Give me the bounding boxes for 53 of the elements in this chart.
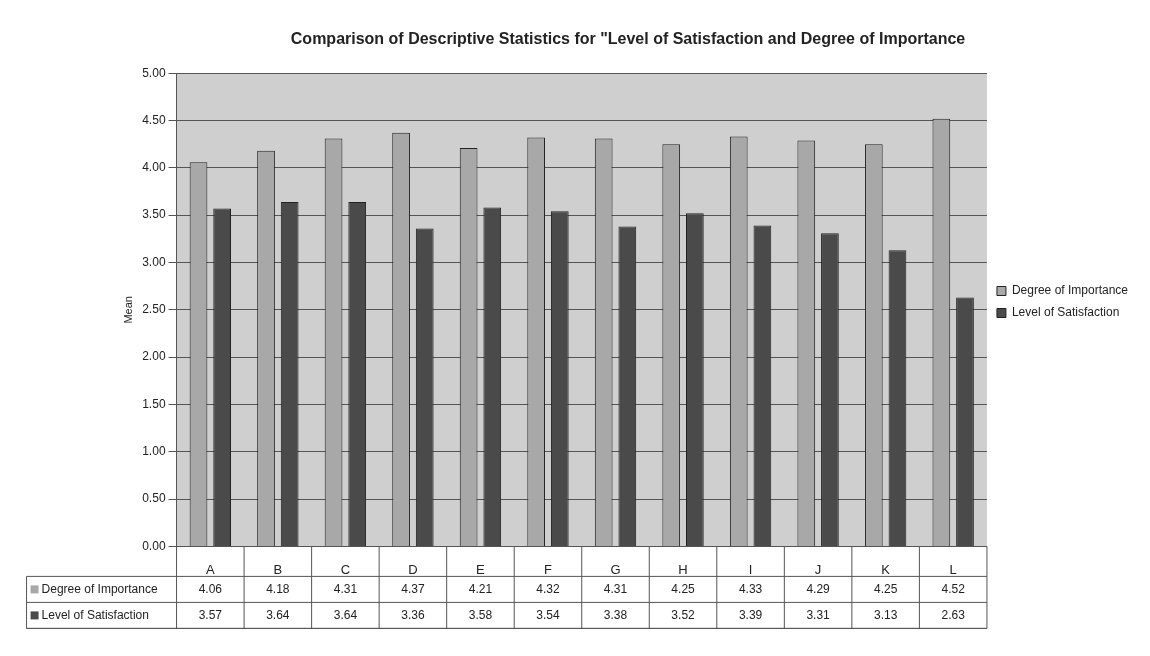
- data-label: 4.32: [536, 581, 560, 596]
- text: Degree of Importance: [1011, 283, 1128, 298]
- y-tick-label: 1.50: [142, 396, 166, 411]
- x-tick-label: D: [408, 561, 418, 577]
- data-label: 3.39: [738, 607, 763, 622]
- legend-label: Degree of Importance: [41, 581, 158, 596]
- y-tick-label: 4.00: [142, 160, 166, 175]
- data-label: 4.21: [468, 581, 493, 596]
- x-tick-label: A: [205, 561, 215, 577]
- x-tick-label: C: [340, 561, 351, 577]
- data-label: 4.31: [603, 581, 628, 596]
- data-label: 4.31: [333, 581, 358, 596]
- data-label: 3.36: [401, 607, 425, 622]
- legend-label: Level of Satisfaction: [1011, 305, 1120, 320]
- data-label: 3.57: [198, 607, 223, 622]
- data-label: 3.31: [806, 607, 831, 622]
- x-tick-label: H: [678, 561, 688, 577]
- y-tick-label: 2.50: [142, 302, 166, 317]
- data-label: 4.06: [198, 581, 223, 596]
- y-axis-title: Mean: [121, 296, 134, 324]
- y-tick-label: 3.00: [142, 254, 166, 269]
- data-label: 2.63: [941, 607, 966, 622]
- x-tick-label: B: [273, 561, 283, 577]
- data-label: 3.13: [873, 607, 898, 622]
- data-label: 4.33: [738, 581, 763, 596]
- data-label: 4.18: [266, 581, 290, 596]
- y-tick-label: 5.00: [142, 65, 166, 80]
- data-label: 4.52: [941, 581, 966, 596]
- x-tick-label: F: [544, 561, 552, 577]
- x-tick-label: G: [610, 561, 621, 577]
- data-label: 3.52: [671, 607, 696, 622]
- y-tick-label: 1.00: [142, 444, 166, 459]
- text: Level of Satisfaction: [41, 607, 149, 622]
- data-label: 3.64: [266, 607, 290, 622]
- data-label: 3.54: [536, 607, 560, 622]
- data-label: 4.25: [873, 581, 898, 596]
- y-tick-label: 0.50: [142, 491, 166, 506]
- x-tick-label: I: [748, 561, 753, 577]
- y-tick-label: 0.00: [142, 538, 166, 553]
- data-label: 3.58: [468, 607, 493, 622]
- data-label: 3.38: [603, 607, 628, 622]
- y-tick-label: 2.00: [142, 349, 166, 364]
- data-label: 3.64: [333, 607, 358, 622]
- y-tick-label: 4.50: [142, 112, 166, 127]
- x-tick-label: K: [881, 561, 891, 577]
- x-tick-label: L: [949, 561, 957, 577]
- y-tick-label: 3.50: [142, 207, 166, 222]
- x-tick-label: J: [814, 561, 822, 577]
- data-label: 4.25: [671, 581, 696, 596]
- data-label: 4.37: [401, 581, 425, 596]
- data-label: 4.29: [806, 581, 831, 596]
- x-tick-label: E: [476, 561, 486, 577]
- chart-title: Comparison of Descriptive Statistics for "Level of Satisfaction and Degree of Importance: [290, 30, 966, 48]
